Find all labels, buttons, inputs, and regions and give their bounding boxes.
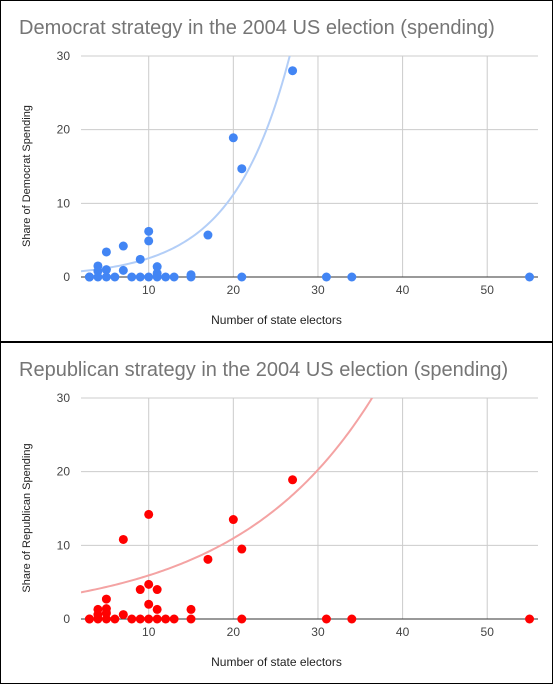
data-point: [101, 247, 111, 257]
democrat-chart-panel: Democrat strategy in the 2004 US electio…: [0, 0, 553, 342]
data-point: [144, 599, 154, 609]
data-point: [321, 614, 331, 624]
data-point: [152, 585, 162, 595]
data-point: [144, 236, 154, 246]
data-point: [525, 272, 535, 282]
y-tick-label: 30: [57, 49, 71, 63]
y-tick-label: 20: [57, 465, 71, 479]
data-point: [228, 515, 238, 525]
x-tick-label: 40: [396, 283, 410, 297]
data-point: [203, 230, 213, 240]
data-point: [84, 614, 94, 624]
data-point: [101, 272, 111, 282]
x-tick-label: 10: [142, 625, 156, 639]
data-point: [169, 272, 179, 282]
data-point: [347, 272, 357, 282]
data-point: [93, 614, 103, 624]
data-point: [101, 614, 111, 624]
data-point: [288, 475, 298, 485]
data-point: [237, 272, 247, 282]
x-tick-label: 30: [311, 625, 325, 639]
chart-title: Republican strategy in the 2004 US elect…: [19, 359, 509, 381]
x-tick-label: 50: [481, 283, 495, 297]
data-point: [186, 604, 196, 614]
x-tick-label: 10: [142, 283, 156, 297]
data-point: [135, 254, 145, 264]
data-point: [135, 614, 145, 624]
data-point: [135, 585, 145, 595]
data-point: [144, 272, 154, 282]
data-point: [203, 554, 213, 564]
trendline: [81, 398, 374, 594]
data-point: [110, 614, 120, 624]
data-point: [118, 241, 128, 251]
data-point: [152, 614, 162, 624]
data-point: [228, 133, 238, 143]
data-point: [84, 272, 94, 282]
y-tick-label: 10: [57, 538, 71, 552]
data-point: [118, 534, 128, 544]
data-point: [237, 614, 247, 624]
data-point: [135, 272, 145, 282]
data-point: [101, 594, 111, 604]
data-point: [186, 272, 196, 282]
republican-scatter-plot: 0 10 20 30 10 20 30 40 50: [57, 391, 538, 639]
data-point: [347, 614, 357, 624]
data-point: [144, 579, 154, 589]
republican-chart-panel: Republican strategy in the 2004 US elect…: [0, 342, 553, 684]
data-point: [118, 610, 128, 620]
data-point: [101, 265, 111, 275]
y-tick-label: 0: [63, 270, 70, 284]
data-point: [169, 614, 179, 624]
x-tick-label: 40: [396, 625, 410, 639]
x-tick-label: 20: [227, 283, 241, 297]
democrat-scatter-plot: 0 10 20 30 10 20 30 40 50: [57, 49, 538, 297]
x-axis-title: Number of state electors: [211, 655, 342, 669]
data-point: [110, 272, 120, 282]
data-point: [321, 272, 331, 282]
data-point: [288, 66, 298, 76]
data-point: [144, 509, 154, 519]
y-tick-label: 0: [63, 612, 70, 626]
data-point: [186, 614, 196, 624]
data-point: [237, 544, 247, 554]
data-point: [161, 614, 171, 624]
y-tick-label: 20: [57, 123, 71, 137]
data-point: [525, 614, 535, 624]
x-tick-label: 20: [227, 625, 241, 639]
data-point: [144, 614, 154, 624]
data-point: [161, 272, 171, 282]
data-point: [127, 272, 137, 282]
data-point: [118, 265, 128, 275]
x-axis-title: Number of state electors: [211, 313, 342, 327]
data-point: [93, 272, 103, 282]
y-tick-label: 10: [57, 196, 71, 210]
data-point: [127, 614, 137, 624]
y-tick-label: 30: [57, 391, 71, 405]
data-point: [237, 164, 247, 174]
chart-title: Democrat strategy in the 2004 US electio…: [19, 17, 495, 39]
data-point: [152, 272, 162, 282]
data-point: [144, 226, 154, 236]
data-point: [152, 604, 162, 614]
data-point: [152, 262, 162, 272]
x-tick-label: 30: [311, 283, 325, 297]
trendline: [81, 56, 291, 273]
x-tick-label: 50: [481, 625, 495, 639]
